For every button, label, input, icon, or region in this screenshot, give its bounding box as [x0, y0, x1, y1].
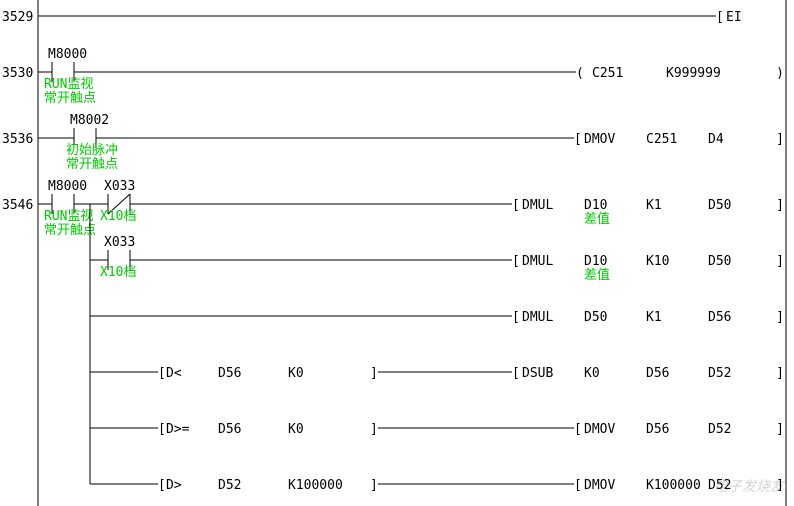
- svg-text:K100000: K100000: [646, 478, 701, 493]
- svg-text:M8000: M8000: [48, 47, 87, 62]
- svg-text:K100000: K100000: [288, 478, 343, 493]
- svg-text:[: [: [574, 422, 582, 437]
- svg-text:(: (: [576, 66, 584, 81]
- svg-text:DMOV: DMOV: [584, 422, 615, 437]
- svg-text:常开触点: 常开触点: [44, 91, 96, 106]
- svg-text:D50: D50: [584, 310, 607, 325]
- svg-text:初始脉冲: 初始脉冲: [66, 143, 118, 158]
- svg-text:X10档: X10档: [100, 209, 136, 224]
- svg-text:K1: K1: [646, 198, 662, 213]
- svg-text:[: [: [158, 422, 166, 437]
- svg-text:[: [: [574, 132, 582, 147]
- svg-text:X10档: X10档: [100, 265, 136, 280]
- svg-text:M8000: M8000: [48, 179, 87, 194]
- svg-text:DMUL: DMUL: [522, 254, 553, 269]
- svg-text:[: [: [512, 366, 520, 381]
- svg-text:K0: K0: [584, 366, 600, 381]
- svg-text:]: ]: [776, 132, 784, 147]
- svg-text:K10: K10: [646, 254, 669, 269]
- svg-text:X033: X033: [104, 179, 135, 194]
- svg-text:M8002: M8002: [70, 113, 109, 128]
- svg-text:D10: D10: [584, 198, 607, 213]
- svg-text:]: ]: [370, 422, 378, 437]
- svg-text:D52: D52: [708, 366, 731, 381]
- svg-text:[: [: [158, 478, 166, 493]
- svg-text:D>=: D>=: [166, 422, 190, 437]
- svg-text:]: ]: [776, 422, 784, 437]
- svg-text:]: ]: [776, 310, 784, 325]
- svg-text:DMOV: DMOV: [584, 478, 615, 493]
- ladder-svg: 3529[EI3530M8000RUN监视常开触点(C251K999999)35…: [0, 0, 794, 506]
- svg-text:差值: 差值: [584, 267, 610, 283]
- svg-text:常开触点: 常开触点: [66, 157, 118, 172]
- svg-text:D50: D50: [708, 254, 731, 269]
- svg-text:DMOV: DMOV: [584, 132, 615, 147]
- svg-text:D56: D56: [646, 422, 669, 437]
- svg-text:DSUB: DSUB: [522, 366, 553, 381]
- svg-text:D<: D<: [166, 366, 182, 381]
- svg-text:K999999: K999999: [666, 66, 721, 81]
- svg-text:DMUL: DMUL: [522, 198, 553, 213]
- svg-text:[: [: [574, 478, 582, 493]
- svg-text:[: [: [512, 198, 520, 213]
- svg-text:]: ]: [370, 366, 378, 381]
- svg-text:X033: X033: [104, 235, 135, 250]
- svg-text:K0: K0: [288, 366, 304, 381]
- svg-text:D56: D56: [646, 366, 669, 381]
- svg-text:[: [: [716, 10, 724, 25]
- svg-text:DMUL: DMUL: [522, 310, 553, 325]
- svg-text:D10: D10: [584, 254, 607, 269]
- svg-text:RUN监视: RUN监视: [44, 77, 93, 92]
- svg-text:3536: 3536: [2, 132, 33, 147]
- svg-text:D56: D56: [218, 366, 241, 381]
- svg-text:K1: K1: [646, 310, 662, 325]
- svg-text:]: ]: [776, 366, 784, 381]
- svg-text:差值: 差值: [584, 211, 610, 227]
- svg-text:D52: D52: [708, 422, 731, 437]
- svg-text:C251: C251: [646, 132, 677, 147]
- svg-text:3530: 3530: [2, 66, 33, 81]
- svg-text:D>: D>: [166, 478, 182, 493]
- svg-text:[: [: [512, 310, 520, 325]
- svg-text:[: [: [512, 254, 520, 269]
- svg-text:C251: C251: [592, 66, 623, 81]
- svg-text:]: ]: [370, 478, 378, 493]
- svg-text:常开触点: 常开触点: [44, 223, 96, 238]
- svg-text:]: ]: [776, 254, 784, 269]
- svg-text:D56: D56: [218, 422, 241, 437]
- svg-text:D56: D56: [708, 310, 731, 325]
- svg-text:]: ]: [776, 198, 784, 213]
- svg-text:[: [: [158, 366, 166, 381]
- ladder-editor: 3529[EI3530M8000RUN监视常开触点(C251K999999)35…: [0, 0, 794, 506]
- svg-text:K0: K0: [288, 422, 304, 437]
- svg-text:): ): [776, 66, 784, 81]
- svg-text:RUN监视: RUN监视: [44, 209, 93, 224]
- svg-text:D50: D50: [708, 198, 731, 213]
- watermark-text: 电子发烧友: [714, 476, 784, 496]
- svg-text:D52: D52: [218, 478, 241, 493]
- svg-text:D4: D4: [708, 132, 724, 147]
- svg-text:3529: 3529: [2, 10, 33, 25]
- svg-text:3546: 3546: [2, 198, 33, 213]
- svg-text:EI: EI: [726, 10, 742, 25]
